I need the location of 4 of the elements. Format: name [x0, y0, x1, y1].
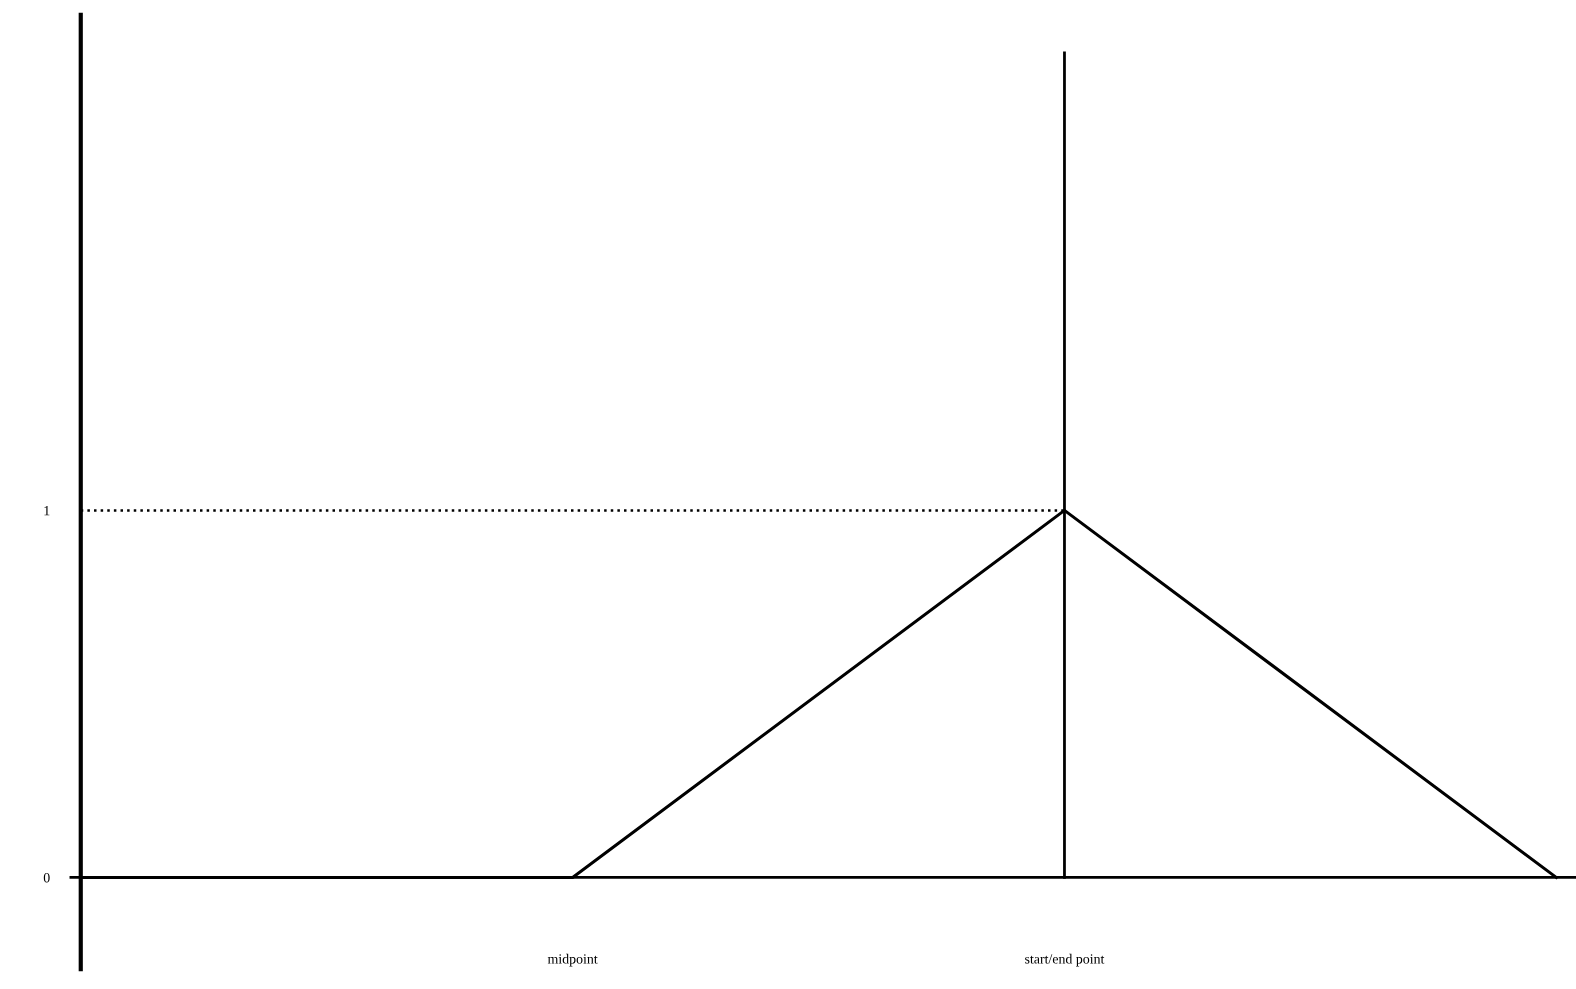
- y-tick-label: 0: [43, 873, 50, 883]
- x-tick-label: midpoint: [547, 953, 598, 967]
- y-tick-label: 1: [44, 506, 50, 516]
- x-tick-label: start/end point: [1025, 953, 1105, 967]
